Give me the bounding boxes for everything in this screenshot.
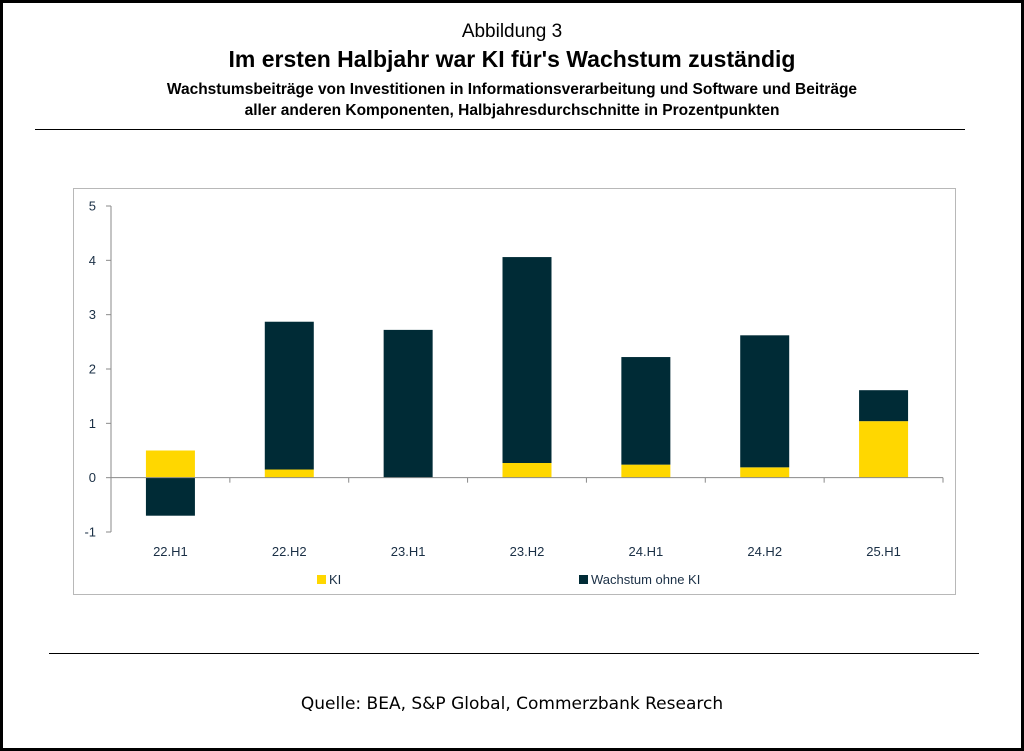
bar-ki — [621, 464, 671, 478]
x-tick-label: 22.H2 — [272, 544, 307, 559]
bar-wachstum-ohne-ki — [621, 357, 671, 465]
bar-ki — [264, 469, 314, 478]
x-tick-label: 25.H1 — [866, 544, 901, 559]
bar-wachstum-ohne-ki — [859, 390, 909, 422]
x-tick-label: 24.H1 — [629, 544, 664, 559]
bar-ki — [740, 467, 790, 478]
source-note: Quelle: BEA, S&P Global, Commerzbank Res… — [300, 694, 724, 714]
stacked-bar-chart: -1 0 1 2 3 4 5 22.H1 22.H2 23.H1 23.H2 24.H1 24.H2 25… — [84, 199, 944, 587]
y-tick-label: 0 — [89, 470, 96, 485]
legend-swatch — [579, 575, 588, 584]
legend-swatch — [317, 575, 326, 584]
x-tick-label: 22.H1 — [153, 544, 188, 559]
bar-wachstum-ohne-ki — [383, 329, 433, 478]
top-divider — [35, 129, 965, 130]
bar-ki — [502, 462, 552, 478]
chart-subtitle-line-1: Wachstumsbeiträge von Investitionen in I… — [166, 81, 858, 98]
bottom-divider — [49, 653, 979, 654]
chart-subtitle-line-2: aller anderen Komponenten, Halbjahresdur… — [244, 102, 780, 119]
x-tick-label: 24.H2 — [747, 544, 782, 559]
bar-wachstum-ohne-ki — [740, 335, 790, 468]
chart-frame: -1 0 1 2 3 4 5 22.H1 22.H2 23.H1 23.H2 24.H1 24.H2 25… — [73, 188, 956, 595]
y-tick-label: 3 — [89, 307, 96, 322]
figure-label: Abbildung 3 — [461, 21, 563, 42]
bar-wachstum-ohne-ki — [502, 257, 552, 463]
legend-label: Wachstum ohne KI — [591, 572, 700, 587]
y-tick-label: -1 — [84, 525, 96, 540]
x-tick-label: 23.H1 — [391, 544, 426, 559]
y-tick-label: 5 — [89, 199, 96, 214]
x-tick-label: 23.H2 — [510, 544, 545, 559]
y-tick-label: 4 — [89, 253, 96, 268]
legend-label: KI — [329, 572, 341, 587]
bar-ki — [145, 450, 195, 478]
bar-wachstum-ohne-ki — [264, 321, 314, 470]
y-tick-label: 1 — [89, 416, 96, 431]
bar-wachstum-ohne-ki — [145, 477, 195, 516]
y-tick-label: 2 — [89, 362, 96, 377]
bar-ki — [859, 421, 909, 478]
chart-title: Im ersten Halbjahr war KI für's Wachstum… — [228, 46, 796, 72]
